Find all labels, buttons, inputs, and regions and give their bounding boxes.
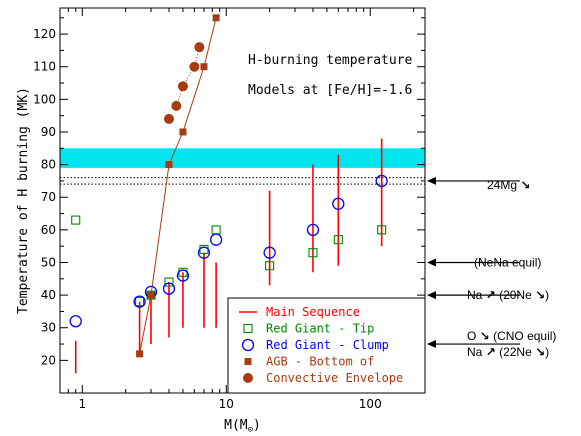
chart-title-line: H-burning temperature (248, 53, 413, 68)
clump-point (306, 223, 320, 237)
envelope-point (171, 100, 182, 111)
y-axis-label: Temperature of H burning (MK) (16, 87, 31, 314)
clump-point (263, 246, 276, 259)
x-tick-label: 100 (359, 397, 382, 411)
tip-point (308, 248, 318, 258)
chart-title-line: Models at [Fe/H]=-1.6 (248, 83, 412, 98)
agb-line (139, 17, 217, 354)
legend-label: Main Sequence (266, 305, 360, 319)
envelope-point (177, 81, 188, 92)
y-tick-label: 90 (41, 125, 56, 139)
y-tick-label: 120 (33, 27, 56, 41)
annotation-arrowhead (427, 258, 436, 267)
clump-point (176, 269, 190, 282)
tip-point (164, 277, 174, 287)
tip-point (377, 225, 387, 235)
legend-marker-agb (244, 358, 252, 365)
legend-marker-tip (243, 323, 253, 334)
annotation-text: 24Mg ↘ (487, 178, 530, 192)
x-tick-label: 1 (78, 397, 86, 411)
y-tick-label: 100 (33, 92, 56, 106)
clump-point (375, 174, 388, 188)
agb-point (200, 63, 208, 71)
clump-point (197, 246, 211, 259)
legend-marker-clump (241, 338, 255, 352)
tip-point (333, 235, 343, 245)
clump-point (332, 197, 345, 210)
legend-label: Red Giant - Tip (266, 322, 374, 336)
tip-point (265, 261, 275, 271)
y-tick-label: 70 (41, 190, 56, 204)
plot-area (60, 14, 425, 374)
legend-label: Red Giant - Clump (266, 338, 389, 352)
y-tick-label: 30 (41, 321, 56, 335)
y-tick-label: 80 (41, 158, 56, 172)
legend-box (227, 297, 426, 394)
agb-point (136, 350, 144, 358)
clump-point (133, 295, 146, 308)
legend-label: AGB - Bottom of (266, 355, 374, 369)
clump-point (162, 282, 176, 295)
agb-point (165, 161, 173, 169)
y-tick-label: 60 (41, 223, 56, 237)
tip-point (135, 297, 145, 307)
clump-point (69, 315, 82, 328)
x-tick-label: 10 (219, 397, 234, 411)
agb-point (179, 128, 187, 136)
annotation-arrowhead (427, 291, 436, 300)
envelope-point (189, 61, 200, 72)
y-tick-label: 110 (33, 60, 56, 74)
x-axis-label: M(M⊙) (224, 418, 261, 435)
annotation-text: (NeNa equil) (474, 255, 541, 269)
agb-point (147, 291, 155, 299)
legend-label: Convective Envelope (266, 371, 403, 385)
legend-marker-envelope (243, 373, 253, 383)
envelope-point (194, 42, 205, 53)
agb-point (212, 14, 220, 22)
annotation-text: Na ↗ (22Ne ↘) (467, 345, 549, 359)
y-tick-label: 40 (41, 288, 56, 302)
clump-point (209, 233, 223, 246)
annotation-text: Na ↗ (20Ne ↘) (467, 288, 549, 302)
annotation-text: O ↘ (CNO equil) (467, 329, 556, 343)
annotation-arrowhead (427, 340, 436, 349)
legend: Main Sequence Red Giant - Tip Red Giant - … (227, 297, 426, 394)
envelope-point (163, 113, 174, 124)
y-tick-label: 20 (41, 353, 56, 367)
annotation-arrowhead (427, 176, 436, 185)
y-tick-label: 50 (41, 255, 56, 269)
annotations: 24Mg ↘ (NeNa equil) Na ↗ (20Ne ↘) O ↘ (CNO … (427, 176, 556, 359)
cyan-band (60, 148, 425, 168)
tip-point (71, 215, 81, 225)
